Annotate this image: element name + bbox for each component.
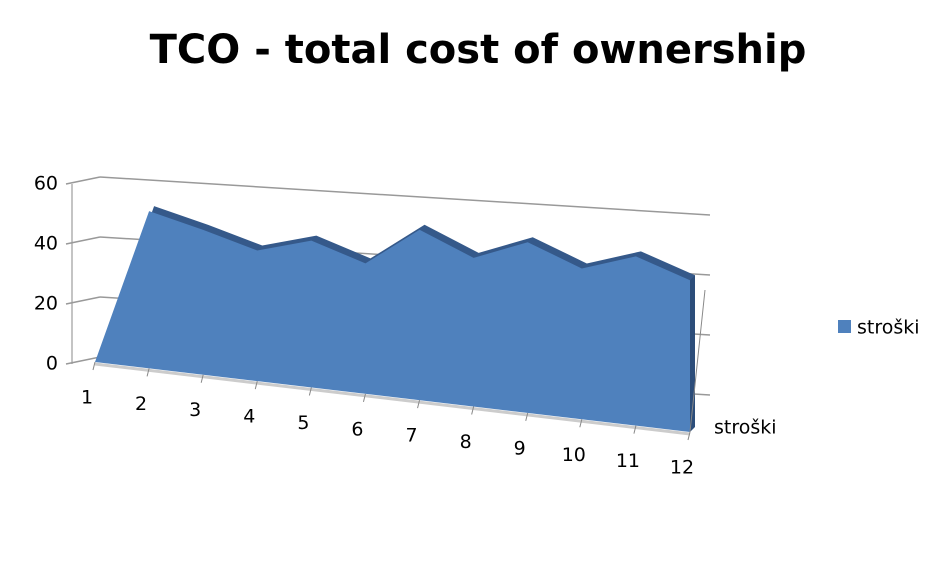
x-tick [254, 380, 258, 390]
x-axis [94, 362, 691, 436]
x-tick [200, 374, 204, 383]
x-tick [308, 387, 312, 396]
x-tick-label: 5 [297, 412, 309, 434]
grid-line [65, 296, 101, 305]
chart-title: TCO - total cost of ownership [150, 27, 807, 73]
x-tick [687, 431, 691, 441]
x-tick-label: 2 [135, 393, 147, 415]
x-tick-label: 11 [616, 450, 640, 472]
x-tick [633, 425, 637, 434]
x-tick-label: 7 [405, 425, 417, 447]
x-tick [362, 393, 366, 402]
x-tick-label: 1 [81, 387, 93, 409]
x-tick-label: 10 [562, 444, 586, 466]
grid-line [65, 356, 101, 365]
grid-line [65, 236, 101, 245]
x-tick [92, 361, 96, 371]
grid-line [99, 176, 711, 216]
y-tick-label: 0 [46, 353, 58, 375]
x-tick [417, 400, 421, 409]
x-tick-label: 9 [514, 437, 526, 459]
x-tick [579, 419, 583, 428]
x-tick-label: 12 [670, 457, 694, 479]
x-tick-label: 3 [189, 399, 201, 421]
depth-label: stroški [714, 417, 777, 439]
x-tick [471, 406, 475, 415]
x-tick-label: 6 [351, 418, 363, 440]
y-tick-label: 60 [34, 173, 58, 195]
x-tick-label: 8 [460, 431, 472, 453]
x-tick [525, 412, 529, 422]
legend-label: stroški [857, 317, 920, 339]
depth-axis [689, 289, 706, 433]
area [95, 211, 690, 432]
y-tick-label: 20 [34, 293, 58, 315]
x-tick [146, 368, 150, 377]
grid-line [65, 176, 101, 185]
legend-swatch [838, 320, 851, 333]
y-tick-label: 40 [34, 233, 58, 255]
x-tick-label: 4 [243, 406, 255, 428]
